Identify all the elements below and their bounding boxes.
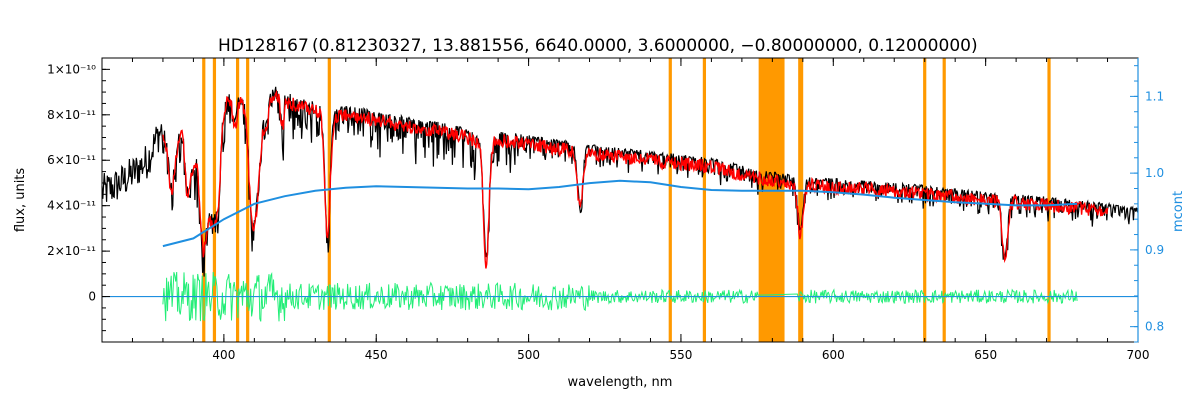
mask-line-0 bbox=[202, 58, 206, 342]
residual-line bbox=[162, 271, 1078, 322]
axes-layer: 400 450 500 550 600 650 700 0 2×10⁻¹¹ 4×10⁻¹¹ 6×10… bbox=[47, 57, 1164, 362]
x-tick-label-4: 600 bbox=[822, 348, 845, 362]
model-spectrum-line bbox=[162, 89, 1109, 269]
x-tick-label-0: 400 bbox=[212, 348, 235, 362]
y2-tick-label-0: 0.8 bbox=[1145, 320, 1164, 334]
mask-line-5 bbox=[668, 58, 672, 342]
mask-line-7 bbox=[798, 58, 802, 342]
continuum-line bbox=[162, 179, 1078, 248]
y2-tick-label-3: 1.1 bbox=[1145, 89, 1164, 103]
y2-axis-title: mcont bbox=[1171, 191, 1186, 232]
x-tick-label-1: 450 bbox=[365, 348, 388, 362]
mask-line-3 bbox=[246, 58, 250, 342]
mask-line-6 bbox=[702, 58, 707, 342]
x-tick-label-2: 500 bbox=[517, 348, 540, 362]
y2-tick-label-1: 0.9 bbox=[1145, 243, 1164, 257]
y-tick-label-5: 1×10⁻¹⁰ bbox=[47, 62, 96, 76]
mask-line-11 bbox=[1047, 58, 1051, 342]
model-spectrum-layer bbox=[162, 89, 1109, 269]
x-tick-label-6: 700 bbox=[1127, 348, 1150, 362]
y-tick-label-1: 2×10⁻¹¹ bbox=[47, 244, 96, 258]
mask-line-1 bbox=[212, 58, 217, 342]
mask-line-2 bbox=[235, 58, 240, 342]
mask-band bbox=[758, 58, 785, 342]
chart-title-object: HD128167 bbox=[218, 36, 309, 56]
y-tick-label-2: 4×10⁻¹¹ bbox=[47, 199, 96, 213]
y-tick-label-4: 8×10⁻¹¹ bbox=[47, 108, 96, 122]
y-tick-label-0: 0 bbox=[88, 290, 96, 304]
y-axis-title: flux, units bbox=[13, 168, 28, 233]
continuum-layer bbox=[102, 179, 1138, 298]
x-tick-label-5: 650 bbox=[974, 348, 997, 362]
mask-line-8 bbox=[800, 58, 804, 342]
x-axis-title: wavelength, nm bbox=[568, 375, 673, 390]
y2-tick-label-2: 1.0 bbox=[1145, 166, 1164, 180]
chart-title-parameters: (0.81230327, 13.881556, 6640.0000, 3.600… bbox=[312, 36, 978, 56]
y-tick-label-3: 6×10⁻¹¹ bbox=[47, 153, 96, 167]
residual-layer bbox=[162, 271, 1078, 322]
x-tick-label-3: 550 bbox=[669, 348, 692, 362]
